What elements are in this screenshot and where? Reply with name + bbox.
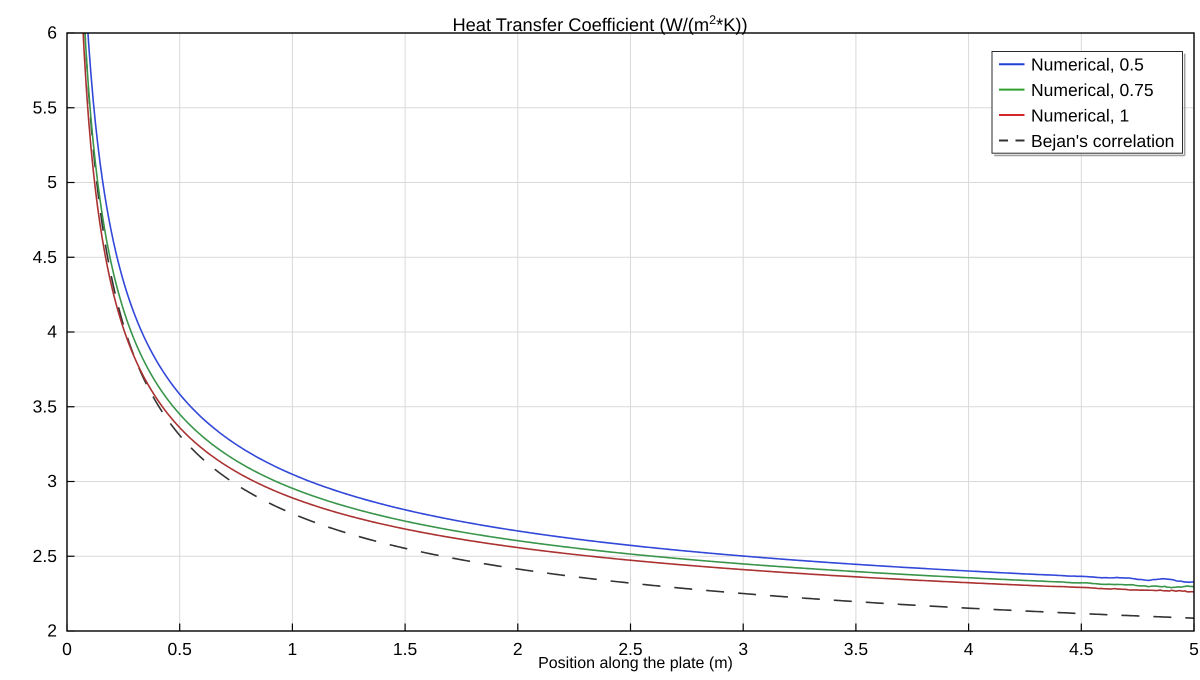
svg-text:Numerical, 0.75: Numerical, 0.75 xyxy=(1031,80,1154,100)
svg-text:4: 4 xyxy=(964,639,974,659)
svg-text:0.5: 0.5 xyxy=(168,639,192,659)
svg-text:2: 2 xyxy=(513,639,523,659)
svg-text:5: 5 xyxy=(47,172,57,192)
svg-text:2: 2 xyxy=(47,621,57,641)
svg-text:3: 3 xyxy=(738,639,748,659)
svg-text:0: 0 xyxy=(62,639,72,659)
svg-text:3.5: 3.5 xyxy=(844,639,868,659)
svg-text:1.5: 1.5 xyxy=(393,639,417,659)
svg-text:5: 5 xyxy=(1189,639,1199,659)
svg-text:Numerical, 1: Numerical, 1 xyxy=(1031,106,1129,126)
svg-text:4: 4 xyxy=(47,322,57,342)
svg-text:Numerical, 0.5: Numerical, 0.5 xyxy=(1031,55,1144,75)
svg-text:3: 3 xyxy=(47,471,57,491)
svg-text:1: 1 xyxy=(288,639,298,659)
svg-text:3.5: 3.5 xyxy=(33,396,57,416)
svg-text:Heat Transfer Coefficient (W/(: Heat Transfer Coefficient (W/(m2*K)) xyxy=(452,13,747,35)
svg-text:2.5: 2.5 xyxy=(33,546,57,566)
svg-text:Bejan's correlation: Bejan's correlation xyxy=(1031,131,1174,151)
svg-text:4.5: 4.5 xyxy=(1069,639,1093,659)
svg-text:4.5: 4.5 xyxy=(33,247,57,267)
svg-text:Position along the plate (m): Position along the plate (m) xyxy=(538,655,733,672)
svg-text:5.5: 5.5 xyxy=(33,97,57,117)
svg-text:6: 6 xyxy=(47,23,57,43)
